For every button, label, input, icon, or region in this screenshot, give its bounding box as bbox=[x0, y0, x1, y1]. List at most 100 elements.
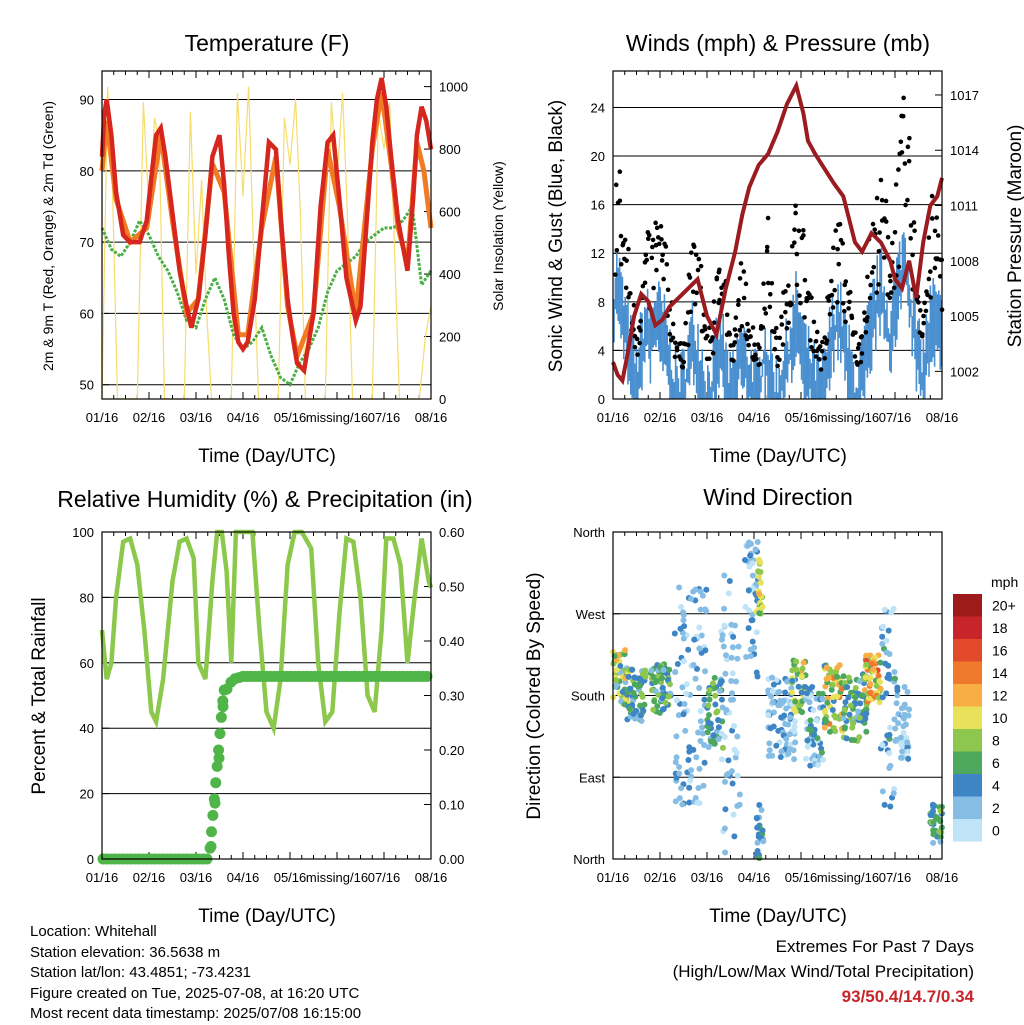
wind-direction-point bbox=[879, 633, 886, 640]
gust-point bbox=[674, 347, 680, 353]
wind-direction-point bbox=[844, 684, 851, 691]
wind-direction-point bbox=[679, 684, 686, 691]
gust-point bbox=[879, 197, 885, 203]
wind-direction-point bbox=[732, 754, 739, 761]
wind-direction-point bbox=[891, 668, 898, 675]
gust-point bbox=[760, 325, 766, 330]
gust-point bbox=[764, 248, 770, 254]
gust-point bbox=[846, 306, 851, 311]
gust-point bbox=[717, 297, 722, 303]
wind-direction-point bbox=[840, 673, 847, 680]
x-tick-label: 07/16 bbox=[368, 410, 401, 425]
wind-direction-point bbox=[754, 539, 761, 546]
gust-point bbox=[854, 360, 860, 365]
y2-tick-label: 0.20 bbox=[439, 743, 464, 758]
wind-direction-point bbox=[891, 675, 898, 682]
wind-direction-point bbox=[819, 756, 826, 763]
gust-point bbox=[746, 328, 751, 333]
wind-direction-point bbox=[728, 654, 735, 661]
colorbar-label: 2 bbox=[992, 800, 1000, 816]
wind-direction-point bbox=[753, 629, 760, 636]
gust-point bbox=[801, 233, 806, 238]
wind-direction-point bbox=[841, 725, 848, 732]
wind-direction-point bbox=[699, 730, 706, 737]
y-tick-label: 0 bbox=[598, 392, 605, 407]
wind-direction-point bbox=[859, 692, 866, 699]
gust-point bbox=[686, 272, 692, 278]
wind-direction-point bbox=[715, 736, 722, 743]
wind-direction-point bbox=[755, 833, 762, 840]
wind-direction-point bbox=[697, 588, 704, 595]
x-tick-label: 08/16 bbox=[926, 410, 959, 425]
winds-panel: Winds (mph) & Pressure (mb) 0 4 8 12 16 20 24 1… bbox=[546, 30, 1024, 467]
gust-point bbox=[802, 315, 807, 320]
wind-direction-point bbox=[790, 705, 797, 712]
wind-direction-point bbox=[672, 759, 679, 766]
wind-direction-point bbox=[692, 586, 699, 593]
gust-point bbox=[672, 354, 678, 360]
wind-direction-point bbox=[639, 693, 646, 700]
wind-direction-point bbox=[849, 724, 856, 731]
gust-point bbox=[910, 252, 915, 258]
wind-direction-point bbox=[687, 777, 694, 784]
gust-point bbox=[813, 338, 819, 344]
colorbar-swatch bbox=[953, 684, 982, 707]
wind-direction-point bbox=[793, 666, 800, 673]
wind-direction-point bbox=[704, 729, 711, 736]
y2-tick-label: 800 bbox=[439, 142, 461, 157]
wind-direction-point bbox=[887, 803, 894, 810]
colorbar-swatch bbox=[953, 751, 982, 774]
y-tick-label: 4 bbox=[598, 343, 605, 358]
wind-direction-point bbox=[766, 747, 773, 754]
precipitation-point bbox=[207, 809, 219, 821]
wind-direction-point bbox=[696, 765, 703, 772]
x-tick-label: 03/16 bbox=[691, 870, 724, 885]
colorbar-label: 4 bbox=[992, 777, 1000, 793]
gust-point bbox=[809, 345, 814, 350]
wind-direction-point bbox=[840, 715, 847, 722]
gust-point bbox=[836, 261, 842, 267]
wind-direction-point bbox=[683, 690, 690, 697]
wind-direction-point bbox=[877, 659, 884, 666]
gust-point bbox=[779, 322, 785, 327]
humidity-plot: 0 20 40 60 80 100 0.00 0.10 0.20 0.30 0.40 0.50 0.60… bbox=[72, 525, 464, 885]
wind-direction-point bbox=[715, 724, 722, 731]
wind-direction-point bbox=[717, 680, 724, 687]
wind-direction-point bbox=[765, 752, 772, 759]
gust-point bbox=[753, 352, 758, 358]
x-tick-label: 02/16 bbox=[644, 870, 677, 885]
wind-direction-point bbox=[701, 759, 708, 766]
wind-direction-point bbox=[807, 717, 814, 724]
gust-point bbox=[928, 295, 933, 300]
wind-direction-point bbox=[728, 696, 735, 703]
wind-direction-point bbox=[613, 677, 620, 684]
wind-direction-point bbox=[765, 712, 772, 719]
wind-direction-point bbox=[784, 678, 791, 685]
gust-point bbox=[832, 287, 837, 293]
y-tick-label: 80 bbox=[80, 590, 94, 605]
gust-point bbox=[813, 354, 819, 359]
wind-direction-point bbox=[720, 643, 727, 650]
gust-point bbox=[692, 301, 698, 307]
gust-point bbox=[737, 327, 742, 333]
gust-point bbox=[906, 158, 912, 164]
x-tick-label: 04/16 bbox=[738, 870, 771, 885]
gust-point bbox=[746, 342, 751, 348]
gust-point bbox=[853, 330, 858, 335]
colorbar-swatch bbox=[953, 774, 982, 797]
wind-direction-point bbox=[692, 675, 699, 682]
y2-tick-label: 1008 bbox=[950, 254, 979, 269]
wind-direction-point bbox=[798, 673, 805, 680]
wind-direction-point bbox=[713, 709, 720, 716]
gust-point bbox=[888, 290, 894, 295]
wind-direction-point bbox=[893, 700, 900, 707]
wind-direction-point bbox=[746, 607, 753, 614]
wind-direction-point bbox=[729, 780, 736, 787]
y-tick-label: 8 bbox=[598, 295, 605, 310]
gust-point bbox=[635, 352, 640, 357]
wind-direction-point bbox=[730, 633, 737, 640]
gust-point bbox=[663, 244, 669, 249]
wind-direction-point bbox=[870, 666, 877, 673]
wind-direction-point bbox=[827, 728, 834, 735]
